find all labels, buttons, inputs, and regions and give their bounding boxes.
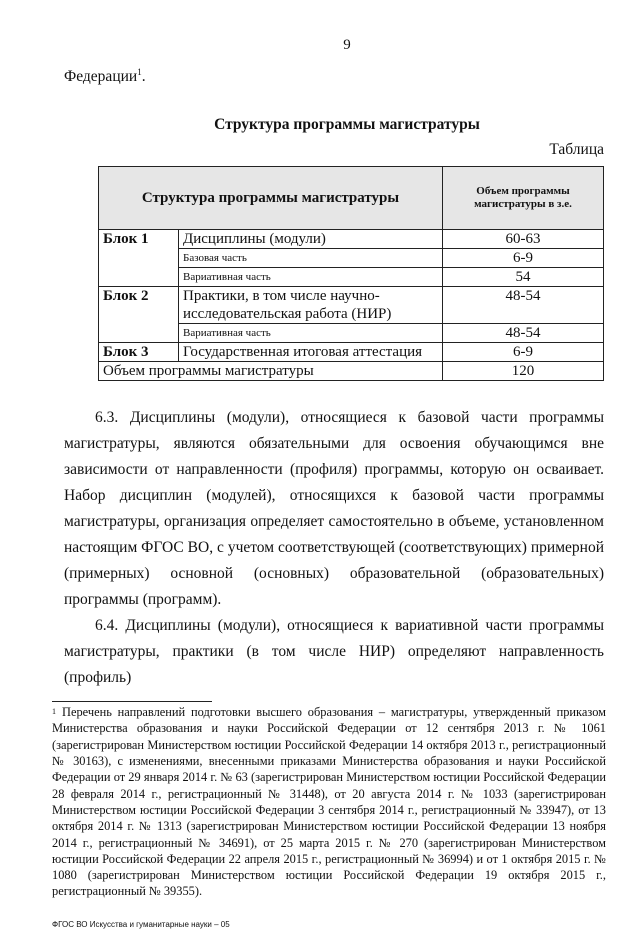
table-row: Блок 1 Дисциплины (модули) 60-63 bbox=[98, 229, 604, 288]
row-value: 48-54 bbox=[442, 323, 604, 344]
row-name: Государственная итоговая аттестация bbox=[178, 342, 443, 363]
table-row: Блок 3 Государственная итоговая аттестац… bbox=[98, 342, 604, 363]
header-structure: Структура программы магистратуры bbox=[98, 166, 443, 231]
table-total-row: Объем программы магистратуры 120 bbox=[98, 361, 604, 382]
page-footer: ФГОС ВО Искусства и гуманитарные науки –… bbox=[52, 919, 230, 929]
table-row: Вариативная часть 48-54 bbox=[99, 323, 604, 344]
row-value: 48-54 bbox=[442, 286, 604, 325]
footnote-ref: 1 bbox=[137, 67, 142, 77]
table-row: Блок 2 Практики, в том числе научно-иссл… bbox=[98, 286, 604, 344]
structure-table: Структура программы магистратуры Объем п… bbox=[98, 166, 604, 382]
row-name: Вариативная часть bbox=[178, 267, 443, 288]
row-value: 6-9 bbox=[442, 342, 604, 363]
footnote-text: Перечень направлений подготовки высшего … bbox=[52, 705, 606, 899]
row-value: 60-63 bbox=[442, 229, 604, 250]
total-value: 120 bbox=[442, 361, 604, 382]
footnote-area: 1 Перечень направлений подготовки высшего… bbox=[52, 691, 606, 930]
row-value: 54 bbox=[442, 267, 604, 288]
header-volume: Объем программы магистратуры в з.е. bbox=[442, 166, 604, 231]
page-number: 9 bbox=[343, 37, 351, 53]
continued-text-body: Федерации bbox=[64, 68, 138, 86]
row-name: Дисциплины (модули) bbox=[178, 229, 443, 250]
block-cell: Блок 1 bbox=[98, 229, 179, 288]
block-cell: Блок 2 bbox=[98, 286, 179, 344]
table-header-row: Структура программы магистратуры Объем п… bbox=[98, 166, 604, 231]
row-name: Базовая часть bbox=[178, 248, 443, 269]
table-label: Таблица bbox=[549, 141, 604, 159]
paragraph-6-3: 6.3. Дисциплины (модули), относящиеся к … bbox=[64, 409, 604, 609]
total-name: Объем программы магистратуры bbox=[98, 361, 443, 382]
footnote: 1 Перечень направлений подготовки высшего… bbox=[52, 704, 606, 900]
footnote-mark: 1 bbox=[52, 707, 56, 717]
row-value: 6-9 bbox=[442, 248, 604, 269]
footnote-divider bbox=[52, 701, 212, 703]
row-name: Вариативная часть bbox=[178, 323, 443, 344]
paragraph-6-4: 6.4. Дисциплины (модули), относящиеся к … bbox=[64, 617, 604, 687]
block-cell: Блок 3 bbox=[98, 342, 179, 363]
continued-text: Федерации1. bbox=[64, 67, 146, 86]
row-name: Практики, в том числе научно-исследовате… bbox=[178, 286, 443, 325]
section-title: Структура программы магистратуры bbox=[214, 116, 480, 134]
